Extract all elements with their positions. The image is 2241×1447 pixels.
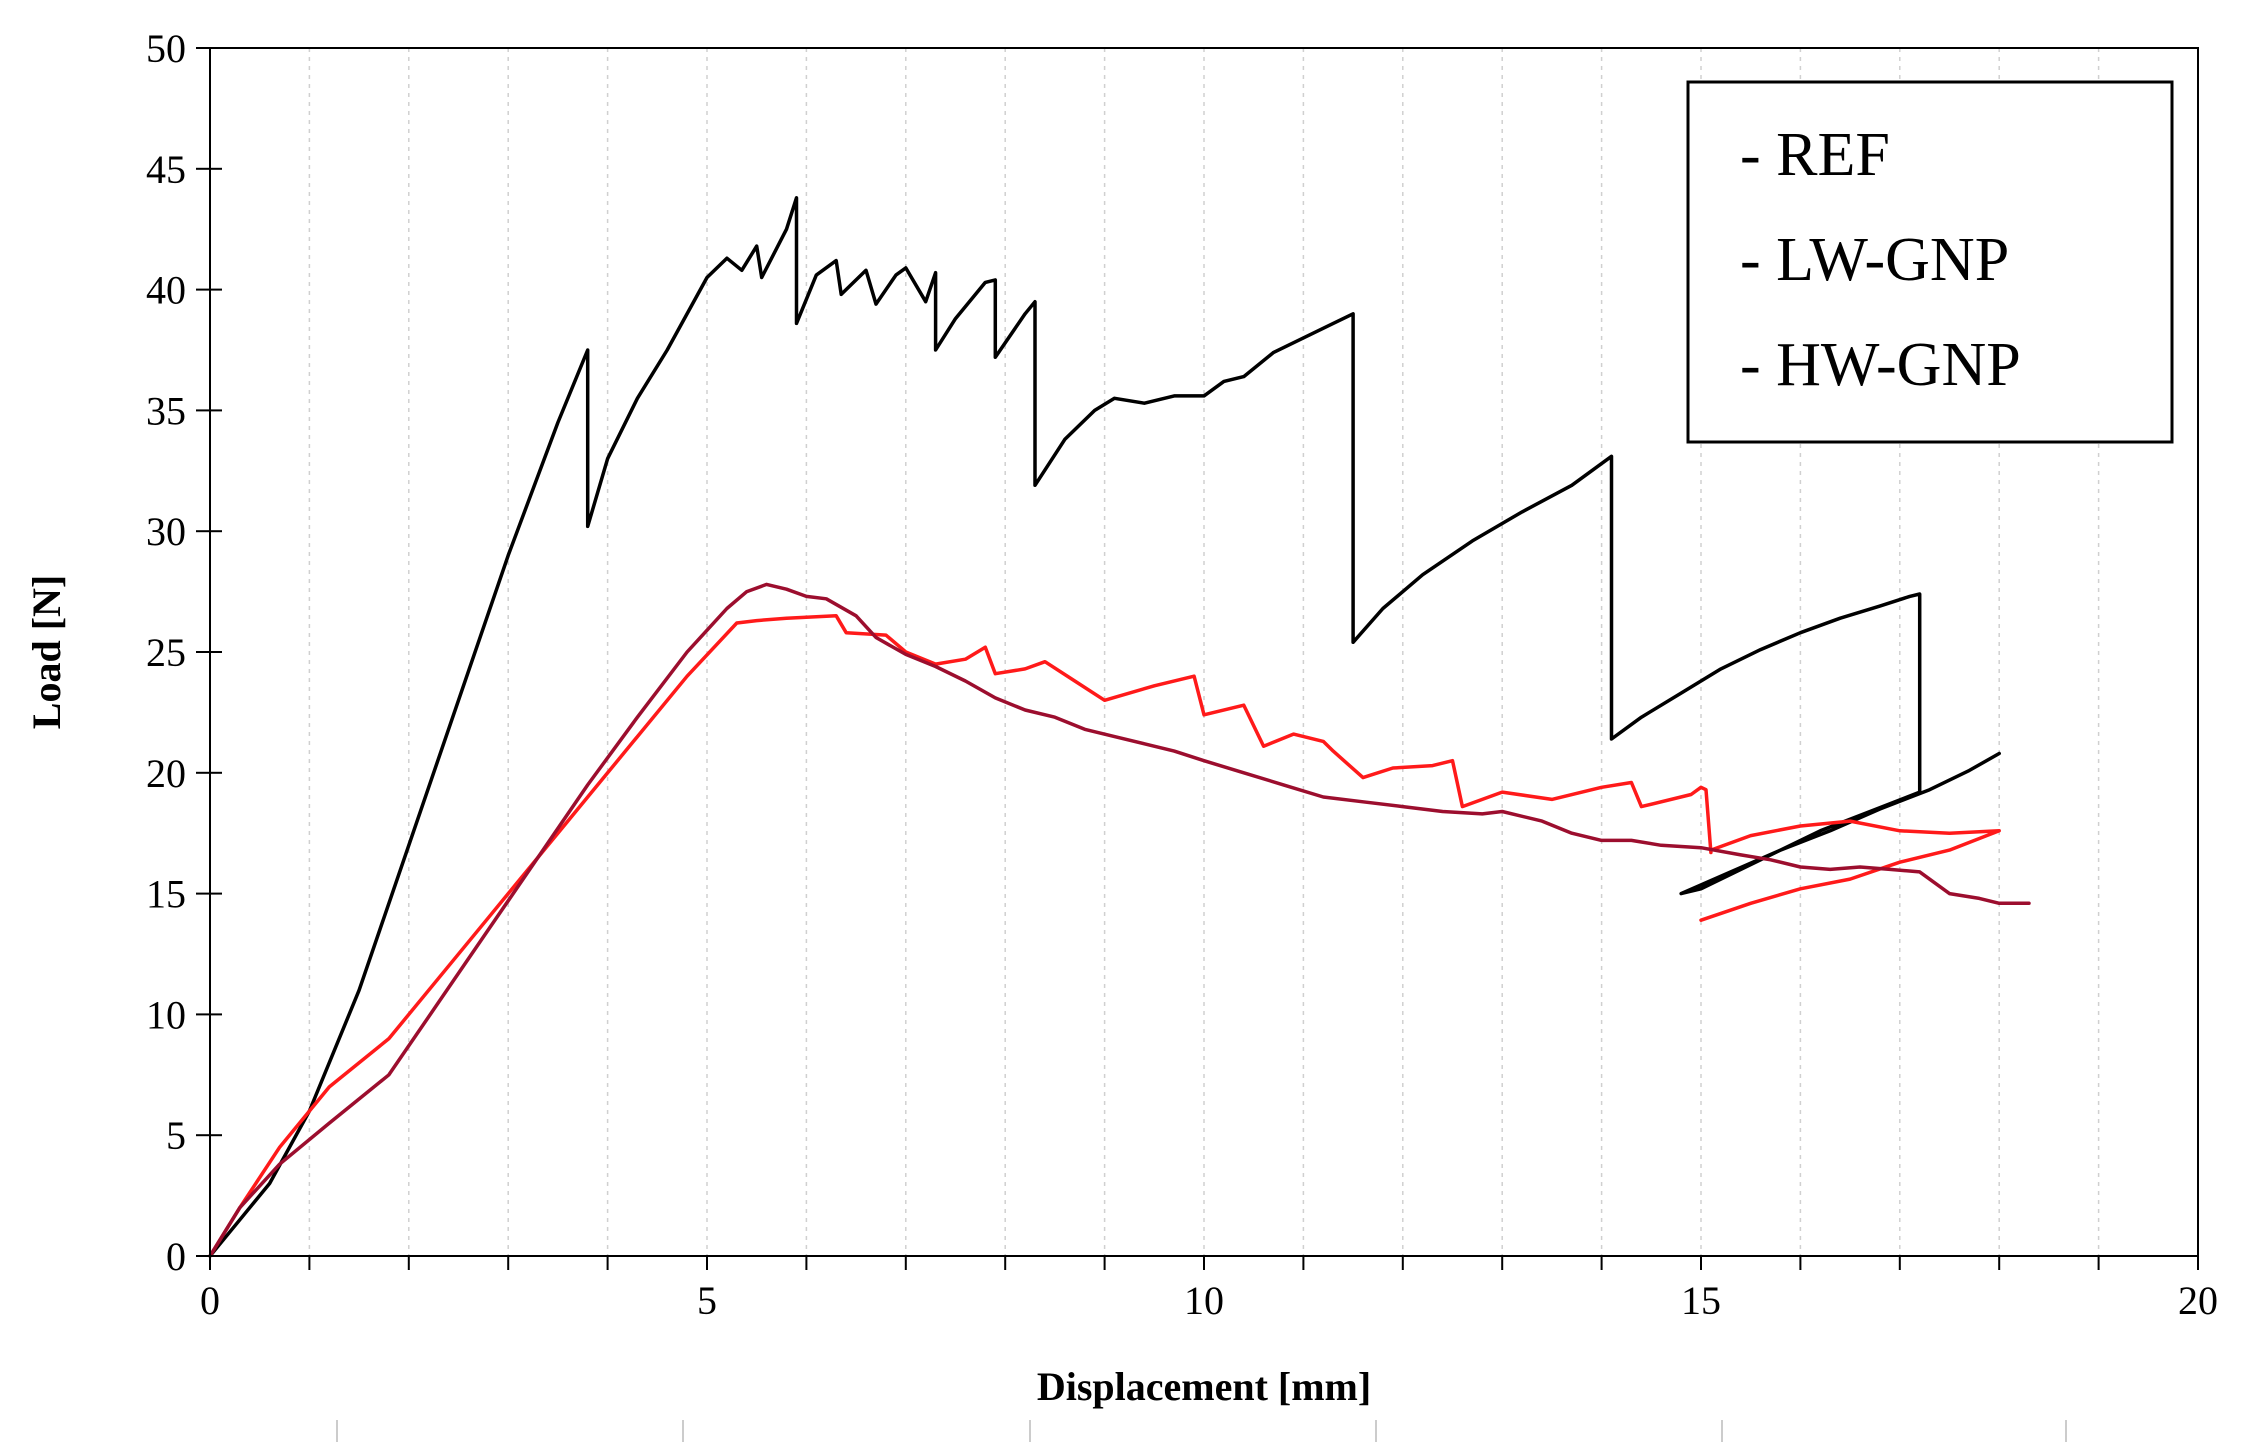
y-tick-label-25: 25 xyxy=(146,630,186,675)
legend-box xyxy=(1686,80,2174,444)
y-tick-label-40: 40 xyxy=(146,268,186,313)
y-tick-label-35: 35 xyxy=(146,388,186,433)
x-axis-ticks: 0 5 10 15 20 xyxy=(200,1278,2218,1323)
y-tick-label-30: 30 xyxy=(146,509,186,554)
series-line-ref xyxy=(208,196,2001,1258)
y-tick-label-20: 20 xyxy=(146,751,186,796)
x-axis-title: Displacement [mm] xyxy=(1037,1364,1371,1409)
y-tick-label-50: 50 xyxy=(146,26,186,71)
x-tick-label-0: 0 xyxy=(200,1278,220,1323)
x-tick-label-15: 15 xyxy=(1681,1278,1721,1323)
legend-entry-lw-gnp: - LW-GNP xyxy=(1740,226,2009,294)
y-tick-label-5: 5 xyxy=(166,1113,186,1158)
series-line-hw-gnp xyxy=(208,582,2031,1258)
y-tick-label-45: 45 xyxy=(146,147,186,192)
legend: - REF - LW-GNP - HW-GNP xyxy=(1686,80,2174,444)
y-axis-title: Load [N] xyxy=(24,575,69,729)
plot-area xyxy=(208,196,2031,1258)
x-tick-label-10: 10 xyxy=(1184,1278,1224,1323)
legend-entry-hw-gnp: - HW-GNP xyxy=(1740,331,2021,399)
y-tick-label-15: 15 xyxy=(146,872,186,917)
y-axis-ticks: 0 5 10 15 20 25 30 35 40 45 50 xyxy=(146,26,222,1279)
y-tick-label-0: 0 xyxy=(166,1234,186,1279)
y-tick-label-10: 10 xyxy=(146,992,186,1037)
legend-entry-ref: - REF xyxy=(1740,121,1890,189)
x-axis-minor-ticks xyxy=(209,1256,2199,1270)
series-line-lw-gnp xyxy=(208,614,2001,1258)
x-tick-label-5: 5 xyxy=(697,1278,717,1323)
x-tick-label-20: 20 xyxy=(2178,1278,2218,1323)
below-axis-marks xyxy=(336,1420,2067,1442)
